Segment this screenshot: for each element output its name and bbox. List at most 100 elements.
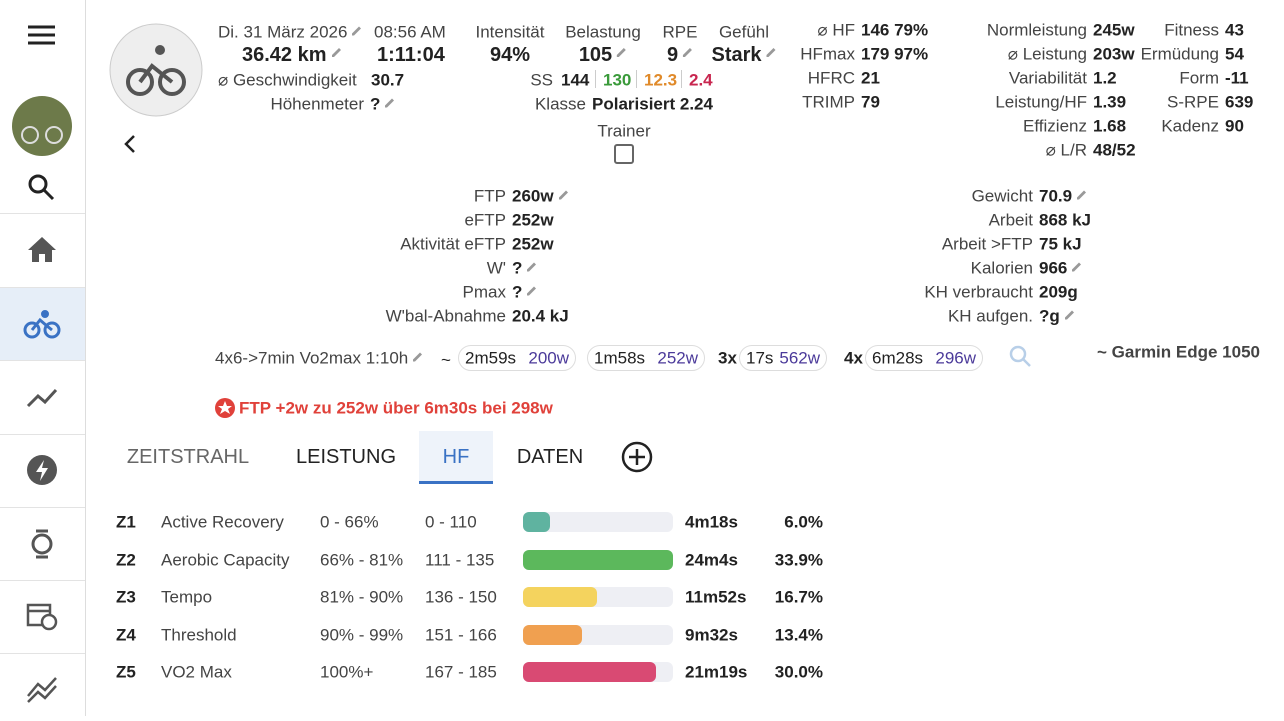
stat-label: FTP [473, 186, 506, 206]
zone-pct: 90% - 99% [320, 625, 404, 645]
tab[interactable]: DATEN [516, 446, 584, 468]
stat-value: 79 [861, 92, 880, 112]
tab[interactable]: LEISTUNG [295, 446, 397, 468]
effort-chip[interactable] [739, 345, 827, 371]
divider [595, 70, 596, 88]
summary-value: 9 [667, 45, 693, 65]
edit-icon[interactable] [383, 96, 395, 108]
stat-value: ?g [1039, 308, 1075, 325]
effort-count: 4x [844, 348, 863, 368]
stat-value: 179 97% [861, 44, 929, 64]
calendar-icon[interactable] [26, 603, 58, 631]
effort-chip[interactable] [458, 345, 576, 371]
zone-track [523, 512, 673, 532]
edit-icon[interactable] [1075, 188, 1087, 200]
stat-value: 1.39 [1093, 92, 1127, 112]
menu-icon[interactable] [28, 25, 55, 45]
effort-time: 17s [746, 348, 774, 368]
compare-icon[interactable] [27, 677, 57, 703]
search-icon[interactable] [28, 174, 55, 201]
stat-value: 966 [1039, 260, 1082, 277]
stat-value: 1.68 [1093, 116, 1127, 136]
alert-icon [215, 398, 235, 418]
edit-icon[interactable] [525, 284, 537, 296]
effort-count: 3x [718, 348, 737, 368]
edit-icon[interactable] [330, 45, 342, 57]
separator [0, 580, 85, 581]
stat-value: ? [512, 260, 537, 277]
effort-chip[interactable] [587, 345, 705, 371]
ss-value: 12.3 [644, 70, 678, 90]
tab[interactable]: ZEITSTRAHL [126, 446, 250, 468]
summary-value: 94% [489, 44, 531, 66]
zone-id: Z1 [116, 512, 136, 532]
effort-chip[interactable] [865, 345, 983, 371]
zone-id: Z4 [116, 625, 136, 645]
avatar-detail [45, 126, 63, 144]
zone-name: Aerobic Capacity [161, 550, 290, 570]
edit-icon[interactable] [615, 45, 627, 57]
back-button[interactable] [124, 135, 135, 153]
zone-percent: 6.0% [784, 512, 823, 532]
value: ? [370, 96, 395, 113]
edit-icon[interactable] [557, 188, 569, 200]
stat-label: Form [1179, 68, 1219, 88]
edit-icon[interactable] [1070, 260, 1082, 272]
zone-pct: 0 - 66% [320, 512, 379, 532]
divider [681, 70, 682, 88]
home-icon[interactable] [28, 237, 56, 262]
edit-icon[interactable] [681, 45, 693, 57]
edit-icon[interactable] [1063, 308, 1075, 320]
activity-icon[interactable] [23, 310, 61, 339]
stat-label: Aktivität eFTP [400, 234, 506, 254]
summary-value: 105 [579, 45, 627, 65]
summary-label: Intensität [475, 22, 545, 42]
alert: FTP +2w zu 252w über 6m30s bei 298w [239, 398, 553, 418]
zone-name: Active Recovery [161, 512, 284, 532]
watch-icon[interactable] [31, 529, 53, 559]
stat-value: 48/52 [1093, 140, 1136, 160]
interval-title: 4x6->7min Vo2max 1:10h [215, 350, 423, 367]
tab[interactable]: HF [442, 446, 470, 468]
add-tab[interactable] [621, 441, 653, 473]
zone-time: 21m19s [685, 662, 748, 682]
stat-value: 245w [1093, 20, 1135, 40]
zone-time: 24m4s [685, 550, 738, 570]
zone-time: 9m32s [685, 625, 738, 645]
stat-label: Normleistung [986, 20, 1087, 40]
duration: 1:11:04 [377, 44, 445, 66]
effort-watts: 296w [935, 348, 976, 368]
zone-hr: 151 - 166 [425, 625, 497, 645]
stat-value: 43 [1225, 20, 1244, 40]
ss-value: 2.4 [689, 70, 713, 90]
avatar[interactable] [12, 96, 72, 156]
zone-bar [523, 662, 656, 682]
value: Polarisiert 2.24 [592, 94, 713, 114]
zone-percent: 30.0% [774, 662, 823, 682]
stat-label: Fitness [1164, 20, 1219, 40]
stat-label: eFTP [464, 210, 506, 230]
trend-icon[interactable] [26, 388, 58, 408]
date: Di. 31 März 2026 [218, 24, 362, 41]
stat-label: Arbeit [988, 210, 1033, 230]
zone-percent: 33.9% [774, 550, 823, 570]
edit-icon[interactable] [525, 260, 537, 272]
label: SS [530, 70, 553, 90]
stat-value: 203w [1093, 44, 1135, 64]
edit-icon[interactable] [411, 350, 423, 362]
edit-icon[interactable] [765, 45, 777, 57]
effort-time: 2m59s [465, 348, 517, 368]
power-icon[interactable] [27, 455, 57, 485]
stat-value: ? [512, 284, 537, 301]
separator [0, 653, 85, 654]
trainer-checkbox[interactable] [614, 144, 634, 164]
edit-icon[interactable] [350, 24, 362, 36]
stat-value: 209g [1039, 282, 1078, 302]
stat-label: HFRC [807, 68, 855, 88]
stat-label: Kalorien [970, 258, 1033, 278]
interval-search[interactable] [1009, 345, 1031, 367]
separator: ~ [441, 350, 451, 370]
stat-label: Pmax [462, 282, 506, 302]
stat-label: HFmax [800, 44, 855, 64]
